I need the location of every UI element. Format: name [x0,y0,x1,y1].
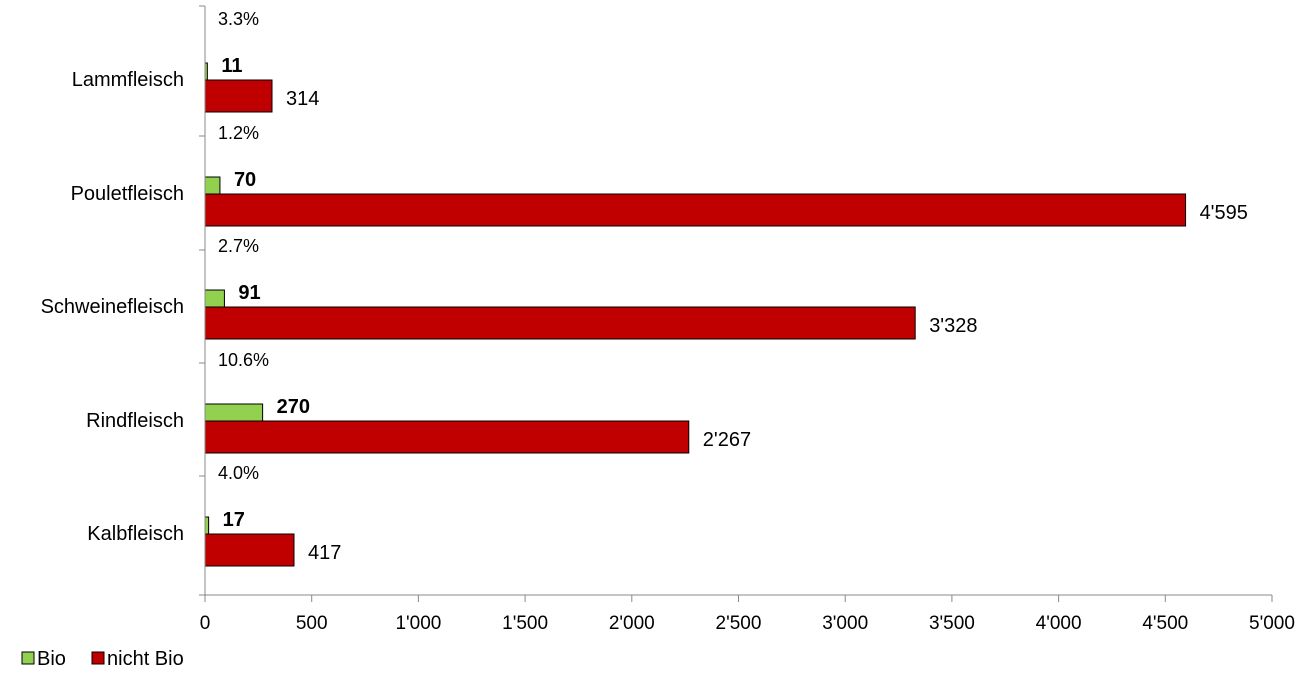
x-tick-label: 1'000 [395,613,441,634]
legend-swatch [21,651,35,665]
legend-swatch [91,651,105,665]
share-label: 1.2% [218,123,259,143]
bio-bar [204,403,264,422]
nicht-bio-bar [204,533,295,567]
bio-bar [204,289,225,308]
share-label: 10.6% [218,350,269,370]
nicht-bio-value-label: 417 [308,542,341,564]
nicht-bio-value-label: 314 [286,88,319,110]
x-tick-label: 2'500 [716,613,762,634]
x-tick-label: 3'000 [822,613,868,634]
x-tick-label: 500 [296,613,328,634]
bio-value-label: 11 [221,55,242,77]
nicht-bio-value-label: 2'267 [703,429,751,451]
x-tick-label: 5'000 [1249,613,1295,634]
bio-bar [204,516,210,535]
bio-value-label: 91 [238,282,260,304]
x-tick-label: 2'000 [609,613,655,634]
nicht-bio-bar [204,79,273,113]
x-tick-label: 3'500 [929,613,975,634]
legend: Bio nicht Bio [21,648,184,670]
nicht-bio-value-label: 4'595 [1200,202,1248,224]
category-label: Kalbfleisch [87,523,184,545]
category-label: Schweinefleisch [41,296,184,318]
share-label: 3.3% [218,9,259,29]
x-tick-label: 0 [200,613,211,634]
nicht-bio-value-label: 3'328 [929,315,977,337]
x-tick-label: 4'000 [1036,613,1082,634]
category-label: Pouletfleisch [71,183,184,205]
category-label: Rindfleisch [86,410,184,432]
nicht-bio-bar [204,420,690,454]
share-label: 4.0% [218,463,259,483]
nicht-bio-bar [204,193,1187,227]
bio-value-label: 17 [223,509,245,531]
x-tick-label: 4'500 [1142,613,1188,634]
x-tick-label: 1'500 [502,613,548,634]
labels-layer: Lammfleisch 3.3% 11 314 Pouletfleisch 1.2% 70 4… [41,9,1248,564]
category-label: Lammfleisch [72,69,184,91]
bio-value-label: 70 [234,169,256,191]
bars-layer [204,62,1187,567]
share-label: 2.7% [218,236,259,256]
bio-value-label: 270 [277,396,310,418]
legend-label: nicht Bio [107,648,184,670]
bio-bar [204,176,221,195]
nicht-bio-bar [204,306,916,340]
axis-layer: 0 500 1'000 1'500 2'000 2'500 3'000 3'500 4'000 4… [199,5,1295,634]
legend-label: Bio [37,648,66,670]
